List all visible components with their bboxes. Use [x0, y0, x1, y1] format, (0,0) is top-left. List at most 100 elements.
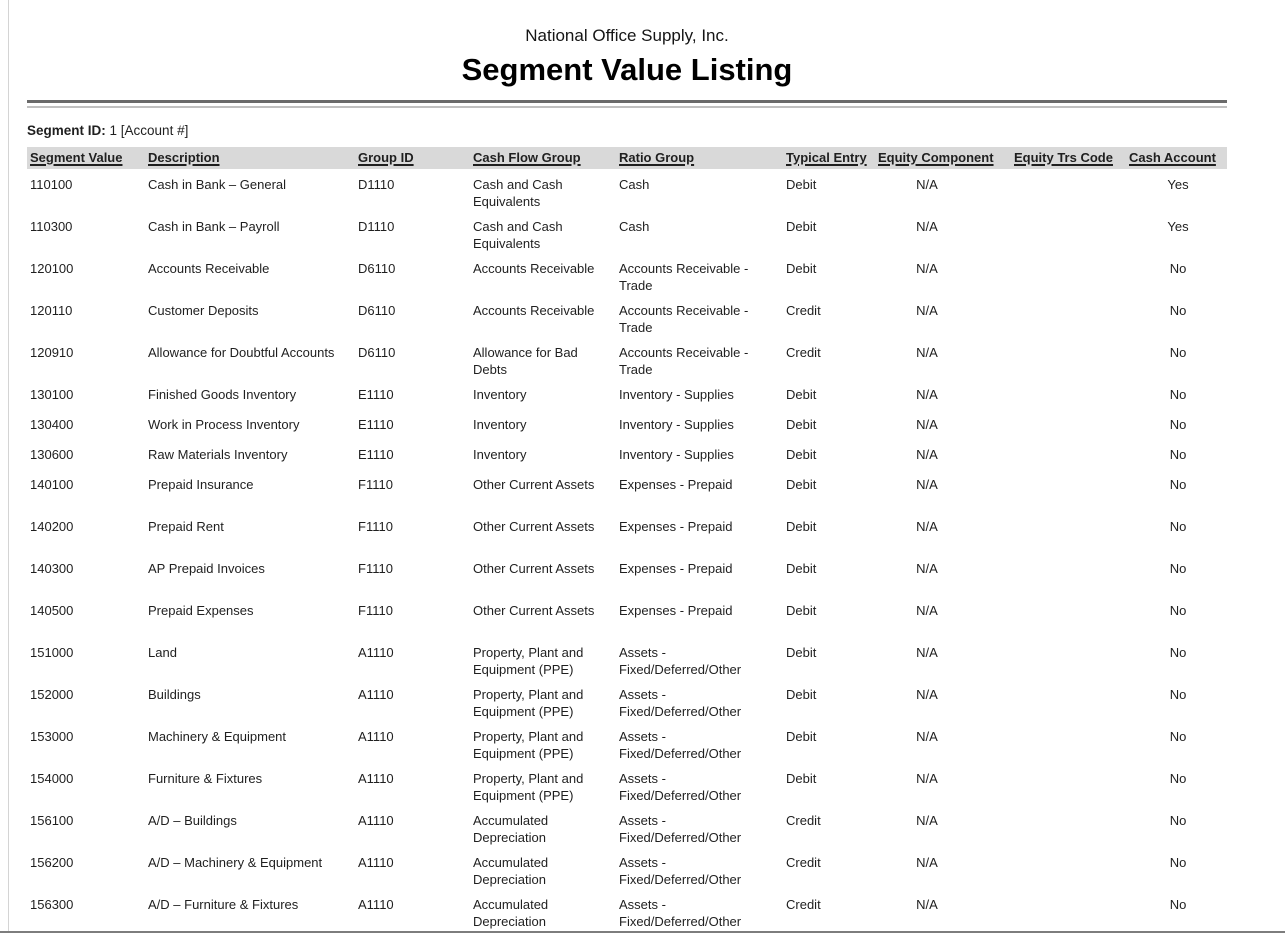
segment-id-line: Segment ID: 1 [Account #]: [27, 122, 1227, 140]
cell-typical-entry: Debit: [786, 687, 817, 702]
cell-cash-flow-group: Other Current Assets: [473, 477, 595, 492]
cell-group-id: D1110: [358, 219, 395, 234]
cell-description: A/D – Buildings: [148, 813, 237, 828]
cell-equity-trs-code: [1014, 595, 1129, 602]
cell-description: Prepaid Rent: [148, 519, 224, 534]
cell-cash-flow-group: Property, Plant and Equipment (PPE): [473, 687, 584, 719]
cell-segment-value: 140200: [30, 519, 74, 534]
cell-ratio-group: Assets - Fixed/Deferred/Other: [619, 729, 742, 761]
cell-group-id: D1110: [358, 177, 395, 192]
cell-ratio-group: Expenses - Prepaid: [619, 477, 733, 492]
cell-cash-flow-group: Inventory: [473, 447, 527, 462]
cell-cash-account: No: [1169, 771, 1187, 786]
cell-group-id: E1110: [358, 387, 394, 402]
cell-ratio-group: Expenses - Prepaid: [619, 561, 733, 576]
cell-equity-trs-code: [1014, 511, 1129, 518]
cell-typical-entry: Debit: [786, 447, 817, 462]
table-row: 153000 Machinery & Equipment A1110 Prope…: [27, 721, 1227, 763]
cell-equity-component: N/A: [916, 477, 938, 492]
column-header-group-id: Group ID: [358, 150, 414, 165]
table-row: 156200 A/D – Machinery & Equipment A1110…: [27, 847, 1227, 889]
cell-equity-component: N/A: [916, 261, 938, 276]
cell-segment-value: 130100: [30, 387, 74, 402]
cell-segment-value: 140100: [30, 477, 74, 492]
cell-typical-entry: Credit: [786, 303, 821, 318]
column-header-equity-component: Equity Component: [878, 150, 994, 165]
cell-typical-entry: Credit: [786, 897, 821, 912]
cell-cash-account: No: [1169, 561, 1187, 576]
table-header-row: Segment Value Description Group ID Cash …: [27, 147, 1227, 169]
cell-cash-account: No: [1169, 303, 1187, 318]
cell-equity-component: N/A: [916, 387, 938, 402]
report-title: Segment Value Listing: [461, 52, 793, 87]
cell-ratio-group: Accounts Receivable - Trade: [619, 303, 749, 335]
cell-segment-value: 110100: [30, 177, 73, 192]
cell-cash-account: No: [1169, 477, 1187, 492]
cell-cash-flow-group: Property, Plant and Equipment (PPE): [473, 729, 584, 761]
cell-equity-trs-code: [1014, 295, 1129, 302]
cell-typical-entry: Debit: [786, 219, 817, 234]
cell-ratio-group: Assets - Fixed/Deferred/Other: [619, 855, 742, 887]
cell-cash-account: No: [1169, 519, 1187, 534]
cell-group-id: D6110: [358, 303, 396, 318]
cell-equity-component: N/A: [916, 813, 938, 828]
cell-equity-component: N/A: [916, 687, 938, 702]
cell-group-id: E1110: [358, 417, 394, 432]
column-header-cash-account: Cash Account: [1129, 150, 1216, 165]
cell-cash-account: Yes: [1167, 177, 1189, 192]
table-row: 120110 Customer Deposits D6110 Accounts …: [27, 295, 1227, 337]
table-row: 140200 Prepaid Rent F1110 Other Current …: [27, 511, 1227, 553]
cell-equity-component: N/A: [916, 177, 938, 192]
cell-group-id: A1110: [358, 897, 394, 912]
cell-equity-trs-code: [1014, 211, 1129, 218]
table-row: 140300 AP Prepaid Invoices F1110 Other C…: [27, 553, 1227, 595]
page-bottom-border: [0, 931, 1285, 933]
cell-ratio-group: Inventory - Supplies: [619, 447, 734, 462]
table-row: 130400 Work in Process Inventory E1110 I…: [27, 409, 1227, 439]
cell-equity-trs-code: [1014, 439, 1129, 446]
cell-equity-trs-code: [1014, 763, 1129, 770]
cell-cash-account: Yes: [1167, 219, 1189, 234]
cell-segment-value: 110300: [30, 219, 73, 234]
table-row: 120100 Accounts Receivable D6110 Account…: [27, 253, 1227, 295]
cell-segment-value: 120100: [30, 261, 74, 276]
cell-typical-entry: Debit: [786, 477, 817, 492]
cell-cash-account: No: [1169, 387, 1187, 402]
column-header-typical-entry: Typical Entry: [786, 150, 867, 165]
cell-cash-flow-group: Cash and Cash Equivalents: [473, 177, 563, 209]
cell-cash-account: No: [1169, 729, 1187, 744]
cell-equity-component: N/A: [916, 345, 938, 360]
cell-cash-account: No: [1169, 645, 1187, 660]
cell-cash-flow-group: Other Current Assets: [473, 603, 595, 618]
cell-cash-flow-group: Inventory: [473, 417, 527, 432]
cell-equity-trs-code: [1014, 409, 1129, 416]
cell-description: Finished Goods Inventory: [148, 387, 297, 402]
cell-equity-component: N/A: [916, 771, 938, 786]
cell-group-id: A1110: [358, 687, 394, 702]
cell-segment-value: 156300: [30, 897, 74, 912]
column-header-segment-value: Segment Value: [30, 150, 123, 165]
cell-equity-component: N/A: [916, 417, 938, 432]
page-left-border: [8, 0, 9, 932]
cell-ratio-group: Expenses - Prepaid: [619, 519, 733, 534]
cell-typical-entry: Debit: [786, 603, 817, 618]
cell-group-id: A1110: [358, 645, 394, 660]
cell-equity-component: N/A: [916, 447, 938, 462]
cell-cash-account: No: [1169, 345, 1187, 360]
column-header-cash-flow-group: Cash Flow Group: [473, 150, 581, 165]
cell-typical-entry: Debit: [786, 261, 817, 276]
cell-segment-value: 130600: [30, 447, 74, 462]
cell-equity-trs-code: [1014, 679, 1129, 686]
cell-description: Work in Process Inventory: [148, 417, 300, 432]
cell-equity-trs-code: [1014, 337, 1129, 344]
cell-segment-value: 152000: [30, 687, 74, 702]
table-row: 151000 Land A1110 Property, Plant and Eq…: [27, 637, 1227, 679]
cell-cash-flow-group: Allowance for Bad Debts: [473, 345, 578, 377]
cell-ratio-group: Assets - Fixed/Deferred/Other: [619, 771, 742, 803]
cell-typical-entry: Debit: [786, 519, 817, 534]
cell-description: Prepaid Expenses: [148, 603, 254, 618]
cell-cash-account: No: [1169, 855, 1187, 870]
cell-equity-component: N/A: [916, 729, 938, 744]
table-body: 110100 Cash in Bank – General D1110 Cash…: [27, 169, 1227, 931]
cell-typical-entry: Credit: [786, 813, 821, 828]
